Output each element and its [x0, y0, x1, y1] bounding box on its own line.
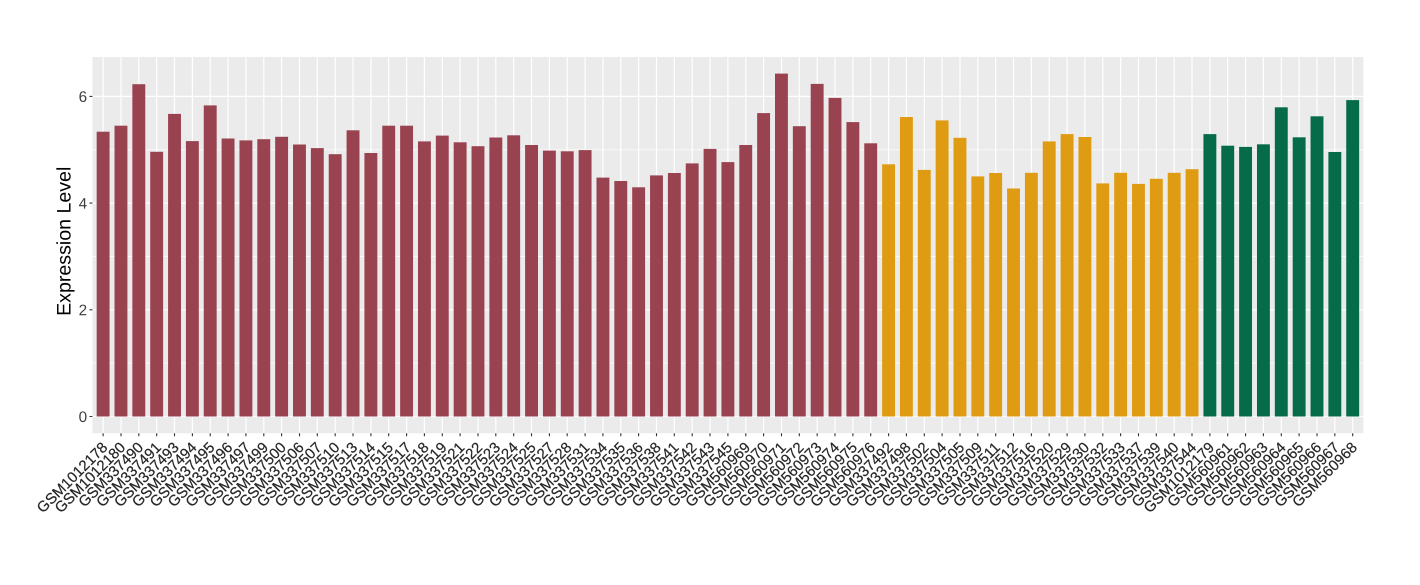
svg-text:Expression Level: Expression Level [53, 167, 75, 316]
svg-text:6: 6 [79, 89, 88, 106]
svg-text:4: 4 [79, 196, 88, 213]
svg-text:0: 0 [79, 409, 88, 426]
svg-text:2: 2 [79, 302, 88, 319]
